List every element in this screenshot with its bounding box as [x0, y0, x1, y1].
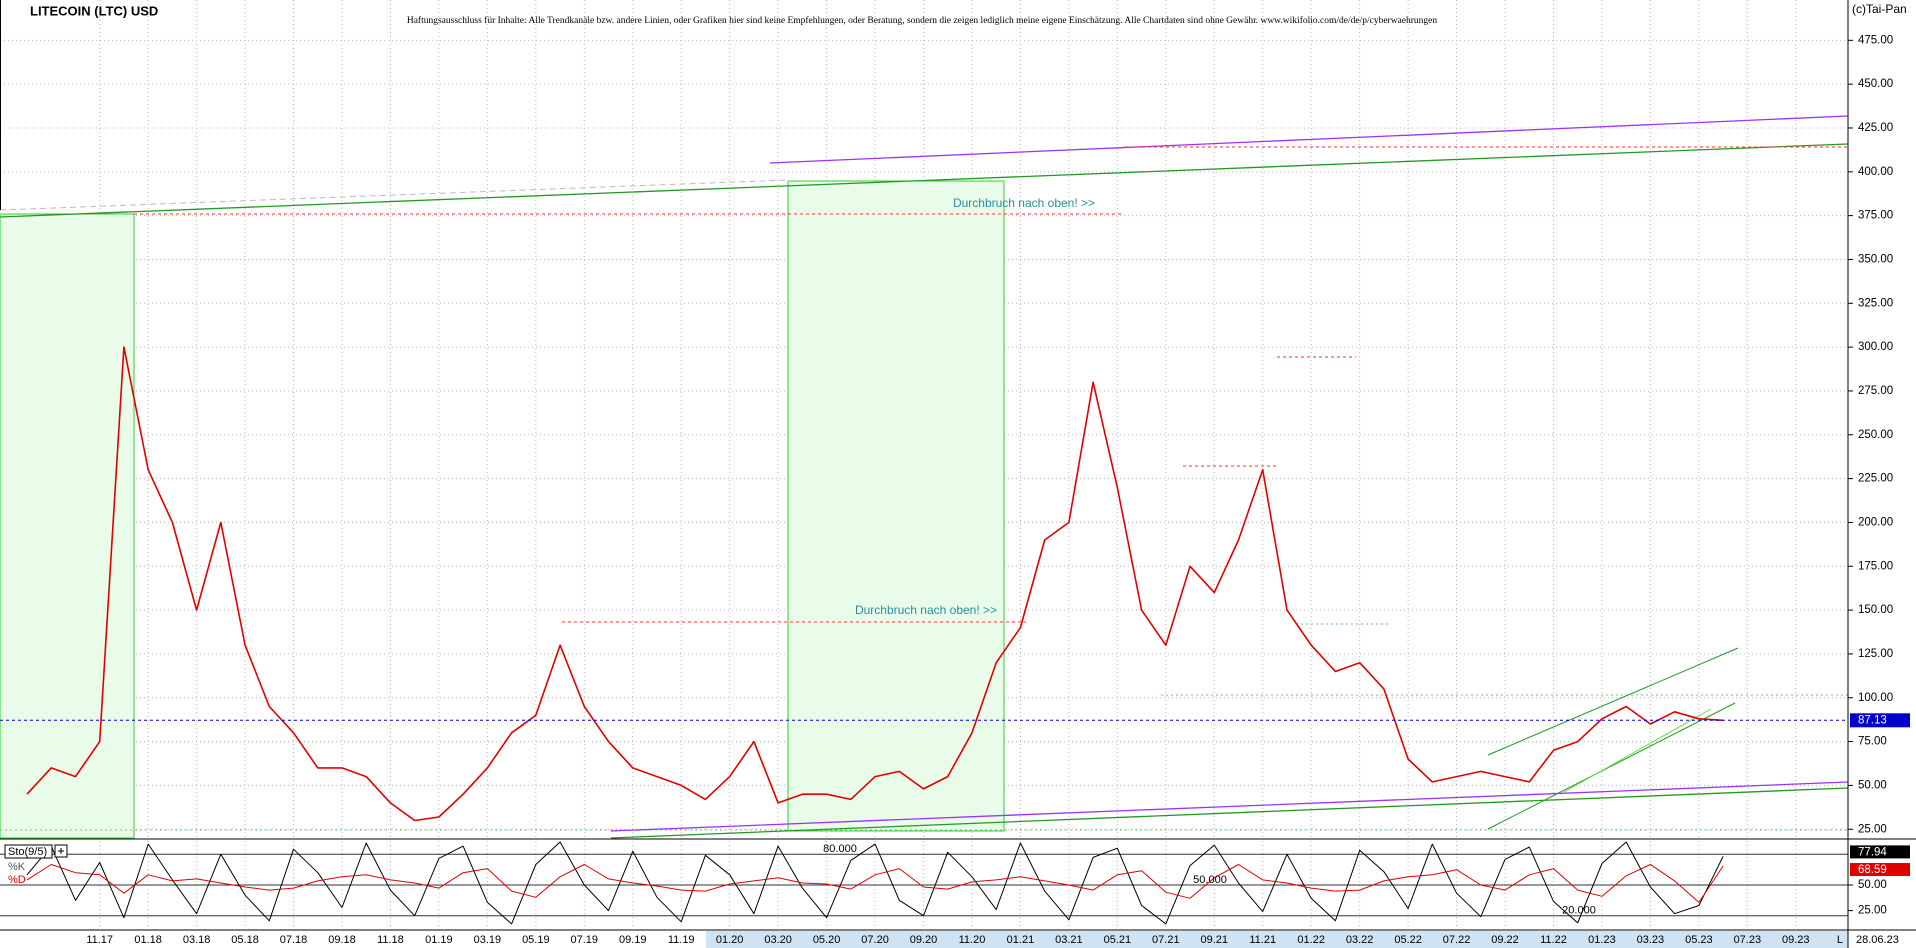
x-tick-label: 03.18: [183, 934, 211, 946]
x-tick-label: 05.22: [1394, 934, 1422, 946]
y-tick-label: 425.00: [1858, 122, 1893, 134]
x-tick-label: 03.19: [474, 934, 502, 946]
channel-line: [1563, 708, 1712, 793]
annotation: Durchbruch nach oben! >>: [953, 196, 1095, 210]
x-tick-label: 11.17: [86, 934, 113, 946]
y-tick-label: 175.00: [1858, 560, 1893, 572]
x-tick-label: 07.20: [861, 934, 889, 946]
last-price-box: [1850, 713, 1910, 728]
data-layer: [0, 346, 1848, 925]
y-tick-label: 375.00: [1858, 210, 1893, 222]
y-tick-label: 150.00: [1858, 604, 1893, 616]
highlight-box: [0, 213, 135, 839]
x-tick-label: 03.21: [1055, 934, 1083, 946]
last-value-label: 77.94: [1858, 846, 1887, 858]
y-tick-label: 100.00: [1858, 692, 1893, 704]
plus-icon: [58, 848, 64, 854]
x-tick-label: 01.22: [1297, 934, 1325, 946]
x-tick-label: 01.23: [1588, 934, 1616, 946]
y-tick-label: 25.00: [1858, 823, 1887, 835]
last-date: 28.06.23: [1856, 934, 1899, 946]
x-tick-label: 11.19: [668, 934, 695, 946]
series-line: [26, 346, 1724, 822]
trend-lines: [0, 115, 1849, 839]
x-tick-label: 03.23: [1637, 934, 1665, 946]
legend-entry: %D: [8, 874, 26, 886]
channel-line: [1487, 647, 1739, 756]
level-label: 50.000: [1193, 874, 1227, 886]
y-tick-label: 400.00: [1858, 166, 1893, 178]
annotation: Durchbruch nach oben! >>: [855, 603, 997, 617]
x-tick-label: 05.21: [1104, 934, 1132, 946]
y-tick-label: 350.00: [1858, 253, 1893, 265]
last-value-label: 68.59: [1858, 864, 1887, 876]
y-tick-label: 50.00: [1858, 779, 1887, 791]
axis-end-mark: L: [1837, 934, 1843, 946]
x-tick-label: 03.22: [1346, 934, 1374, 946]
y-tick-label: 225.00: [1858, 473, 1893, 485]
highlight-box: [787, 180, 1005, 832]
trend-line: [0, 179, 789, 211]
x-tick-label: 11.20: [959, 934, 986, 946]
level-label: 20.000: [1562, 905, 1596, 917]
x-tick-label: 07.22: [1443, 934, 1471, 946]
x-tick-label: 07.18: [280, 934, 308, 946]
x-tick-label: 05.23: [1685, 934, 1713, 946]
x-tick-label: 09.18: [328, 934, 356, 946]
chart-title: LITECOIN (LTC) USD: [30, 3, 158, 18]
y-tick-label: 200.00: [1858, 516, 1893, 528]
x-tick-label: 07.19: [571, 934, 599, 946]
y-tick-label: 275.00: [1858, 385, 1893, 397]
series-line: [26, 841, 1724, 925]
y-tick-label: 475.00: [1858, 34, 1893, 46]
trend-line: [610, 781, 1849, 832]
x-tick-label: 09.20: [910, 934, 938, 946]
level-label: 80.000: [823, 843, 857, 855]
channel-line: [1487, 702, 1736, 830]
x-tick-label: 01.21: [1007, 934, 1035, 946]
y-tick-label: 50.00: [1858, 879, 1887, 891]
last-value-box: [1850, 862, 1910, 876]
indicator-title: Sto(9/5): [8, 846, 47, 858]
y-tick-label: 300.00: [1858, 341, 1893, 353]
x-tick-label: 11.22: [1540, 934, 1567, 946]
x-tick-label: 09.22: [1491, 934, 1519, 946]
legend-entry: %K: [8, 861, 26, 873]
y-tick-label: 450.00: [1858, 78, 1893, 90]
y-tick-label: 250.00: [1858, 429, 1893, 441]
x-tick-label: 05.20: [813, 934, 841, 946]
x-tick-label: 01.18: [134, 934, 162, 946]
copyright: (c)Tai-Pan: [1852, 2, 1907, 16]
x-tick-label: 11.21: [1249, 934, 1276, 946]
axis-band: [706, 931, 1848, 948]
indicator-box[interactable]: [4, 844, 53, 859]
trend-line: [0, 143, 1849, 218]
x-tick-label: 07.21: [1152, 934, 1180, 946]
x-tick-label: 11.18: [377, 934, 404, 946]
disclaimer: Haftungsausschluss für Inhalte: Alle Tre…: [407, 15, 1438, 26]
trend-line: [610, 787, 1849, 839]
x-tick-label: 07.23: [1734, 934, 1762, 946]
x-tick-label: 01.19: [425, 934, 453, 946]
x-tick-label: 09.21: [1201, 934, 1229, 946]
x-tick-label: 09.19: [619, 934, 647, 946]
x-tick-label: 09.23: [1782, 934, 1810, 946]
y-tick-label: 325.00: [1858, 297, 1893, 309]
x-tick-label: 01.20: [716, 934, 744, 946]
x-tick-label: 03.20: [764, 934, 792, 946]
y-tick-label: 25.00: [1858, 905, 1887, 917]
last-value-box: [1850, 845, 1910, 859]
y-tick-label: 75.00: [1858, 736, 1887, 748]
y-tick-label: 125.00: [1858, 648, 1893, 660]
x-tick-label: 05.19: [522, 934, 550, 946]
series-line: [26, 864, 1724, 903]
trend-line: [769, 115, 1849, 164]
last-price-label: 87.13: [1858, 714, 1887, 726]
x-tick-label: 05.18: [231, 934, 259, 946]
